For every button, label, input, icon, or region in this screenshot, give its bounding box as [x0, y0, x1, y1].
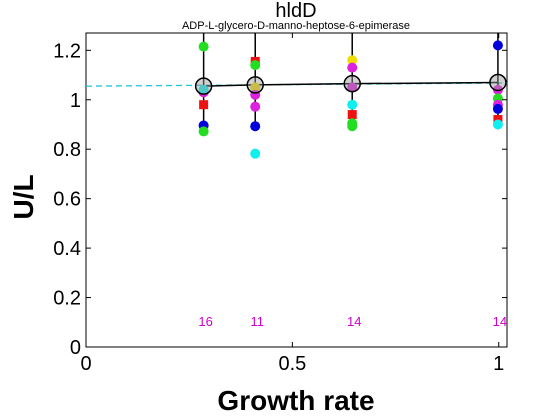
count-labels-layer: 16 11 14 14	[198, 314, 507, 329]
chart-subtitle: ADP-L-glycero-D-manno-heptose-6-epimeras…	[182, 20, 410, 32]
data-point-cyan	[198, 84, 209, 95]
data-point-magenta	[347, 82, 358, 93]
data-point-blue	[250, 121, 261, 132]
mean-marker	[246, 76, 264, 94]
data-point-yellow	[250, 82, 261, 93]
data-point-cyan	[347, 99, 358, 110]
data-points-layer	[198, 40, 503, 159]
data-point-red	[199, 100, 209, 110]
x-ticks-layer: 0 0.5 1	[80, 33, 504, 375]
x-axis-label: Growth rate	[217, 385, 374, 416]
data-point-cyan	[492, 119, 503, 130]
plot-area	[85, 32, 508, 348]
count-label: 16	[198, 314, 212, 329]
x-tick-label: 0.5	[278, 353, 306, 375]
x-tick-label: 0	[80, 353, 91, 375]
mean-markers-layer	[194, 73, 507, 95]
mean-marker	[194, 77, 213, 95]
count-label: 14	[347, 314, 361, 329]
y-tick-label: 1	[70, 90, 81, 112]
y-axis-label: U/L	[8, 174, 39, 219]
count-label: 11	[250, 314, 264, 329]
y-tick-label: 1.2	[53, 40, 81, 62]
y-tick-label: 0.8	[53, 139, 81, 161]
data-point-green	[198, 41, 209, 52]
x-tick-label: 1	[493, 353, 504, 375]
data-point-magenta	[347, 62, 358, 73]
data-point-green	[250, 60, 261, 71]
data-point-blue	[492, 103, 503, 114]
data-point-green	[347, 121, 358, 132]
chart-title: hldD	[275, 0, 316, 22]
data-point-cyan	[250, 148, 261, 159]
y-ticks-layer: 0 0.2 0.4 0.6 0.8 1 1.2	[53, 40, 507, 359]
data-point-red	[347, 110, 357, 120]
count-label: 14	[493, 314, 507, 329]
mean-marker	[489, 73, 507, 92]
y-tick-label: 0.4	[53, 238, 81, 260]
y-tick-label: 0.2	[53, 288, 81, 310]
data-point-magenta	[250, 101, 261, 112]
mean-line-layer	[203, 81, 498, 87]
y-tick-label: 0	[70, 337, 81, 359]
data-point-green	[198, 126, 209, 137]
data-point-blue	[492, 40, 503, 51]
mean-line	[203, 81, 498, 87]
y-tick-label: 0.6	[53, 189, 81, 211]
mean-marker	[343, 74, 361, 93]
data-point-yellow	[347, 55, 358, 66]
